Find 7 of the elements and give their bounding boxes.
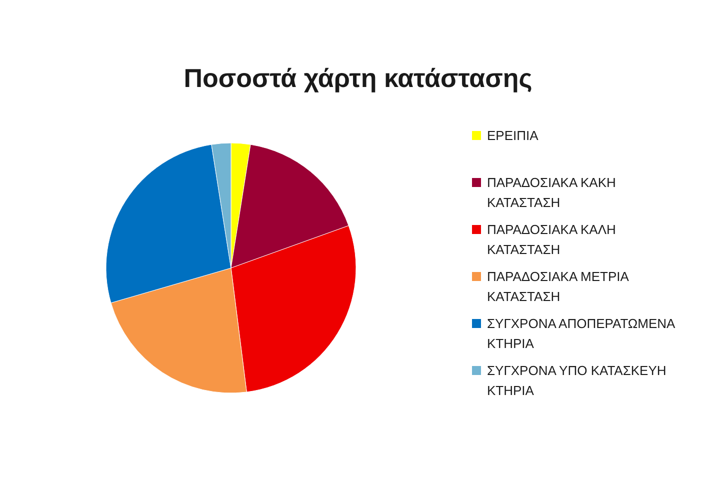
legend-label: ΣΥΓΧΡΟΝΑ ΥΠΟ ΚΑΤΑΣΚΕΥΗ ΚΤΗΡΙΑ (487, 363, 666, 398)
legend-label: ΣΥΓΧΡΟΝΑ ΑΠΟΠΕΡΑΤΩΜΕΝΑ ΚΤΗΡΙΑ (487, 316, 676, 351)
legend-label: ΠΑΡΑΔΟΣΙΑΚΑ ΚΑΚΗ ΚΑΤΑΣΤΑΣΗ (487, 175, 616, 210)
chart-title: Ποσοστά χάρτη κατάστασης (184, 63, 532, 93)
legend-label: ΠΑΡΑΔΟΣΙΑΚΑ ΚΑΛΗ ΚΑΤΑΣΤΑΣΗ (487, 222, 616, 257)
legend-label: ΕΡΕΙΠΙΑ (487, 128, 539, 143)
legend-label: ΠΑΡΑΔΟΣΙΑΚΑ ΜΕΤΡΙΑ ΚΑΤΑΣΤΑΣΗ (487, 269, 630, 304)
